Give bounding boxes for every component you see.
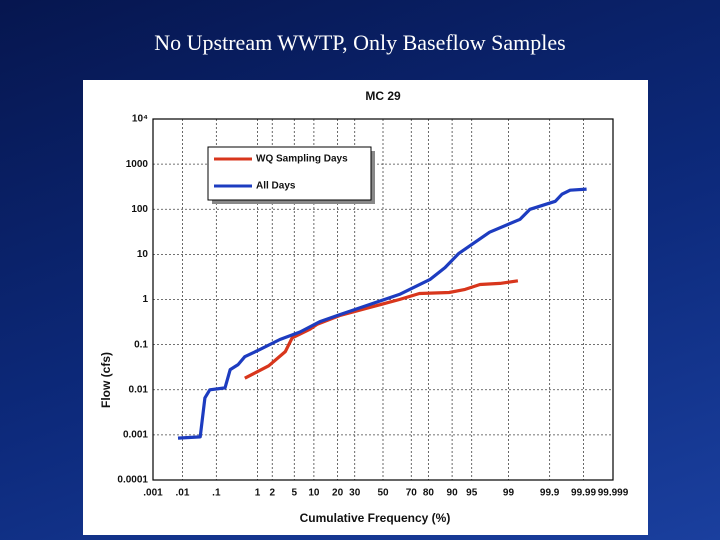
x-tick-label: 50 [377,488,389,499]
x-tick-label: 99.99 [571,488,596,499]
x-tick-label: .001 [143,488,163,499]
y-tick-label: 0.0001 [117,475,148,486]
y-tick-label: 10⁴ [132,114,148,125]
x-tick-label: 20 [332,488,344,499]
x-axis-label: Cumulative Frequency (%) [300,511,451,525]
legend-box [207,146,372,201]
x-tick-label: 5 [292,488,298,499]
slide-title: No Upstream WWTP, Only Baseflow Samples [154,30,566,55]
series-line [177,187,587,440]
x-tick-label: 99.999 [598,488,629,499]
chart: MC 29 Flow (cfs) Cumulative Frequency (%… [99,89,629,525]
x-tick-label: 30 [349,488,361,499]
x-tick-label: 95 [466,488,478,499]
x-tick-label: 90 [447,488,459,499]
plot-frame [152,118,614,481]
legend: WQ Sampling Days All Days [207,146,375,204]
y-axis-label: Flow (cfs) [99,352,113,408]
x-tick-label: 80 [423,488,435,499]
y-tick-label: 0.001 [123,430,148,441]
x-tick-label: 99 [503,488,515,499]
x-tick-label: 2 [269,488,275,499]
series-line [244,279,519,380]
x-tick-label: 99.9 [540,488,560,499]
legend-label: All Days [256,181,296,192]
x-tick-label: .01 [175,488,189,499]
x-tick-label: .1 [212,488,221,499]
x-tick-label: 1 [255,488,261,499]
y-tick-label: 0.01 [129,384,149,395]
legend-label: WQ Sampling Days [256,154,348,165]
y-tick-label: 100 [131,204,148,215]
x-tick-label: 10 [308,488,320,499]
chart-title: MC 29 [365,89,401,103]
y-tick-label: 1 [142,294,148,305]
x-tick-label: 70 [406,488,418,499]
y-tick-label: 10 [137,249,149,260]
y-tick-label: 0.1 [134,339,148,350]
chart-panel: MC 29 Flow (cfs) Cumulative Frequency (%… [83,80,648,535]
y-tick-label: 1000 [126,159,149,170]
